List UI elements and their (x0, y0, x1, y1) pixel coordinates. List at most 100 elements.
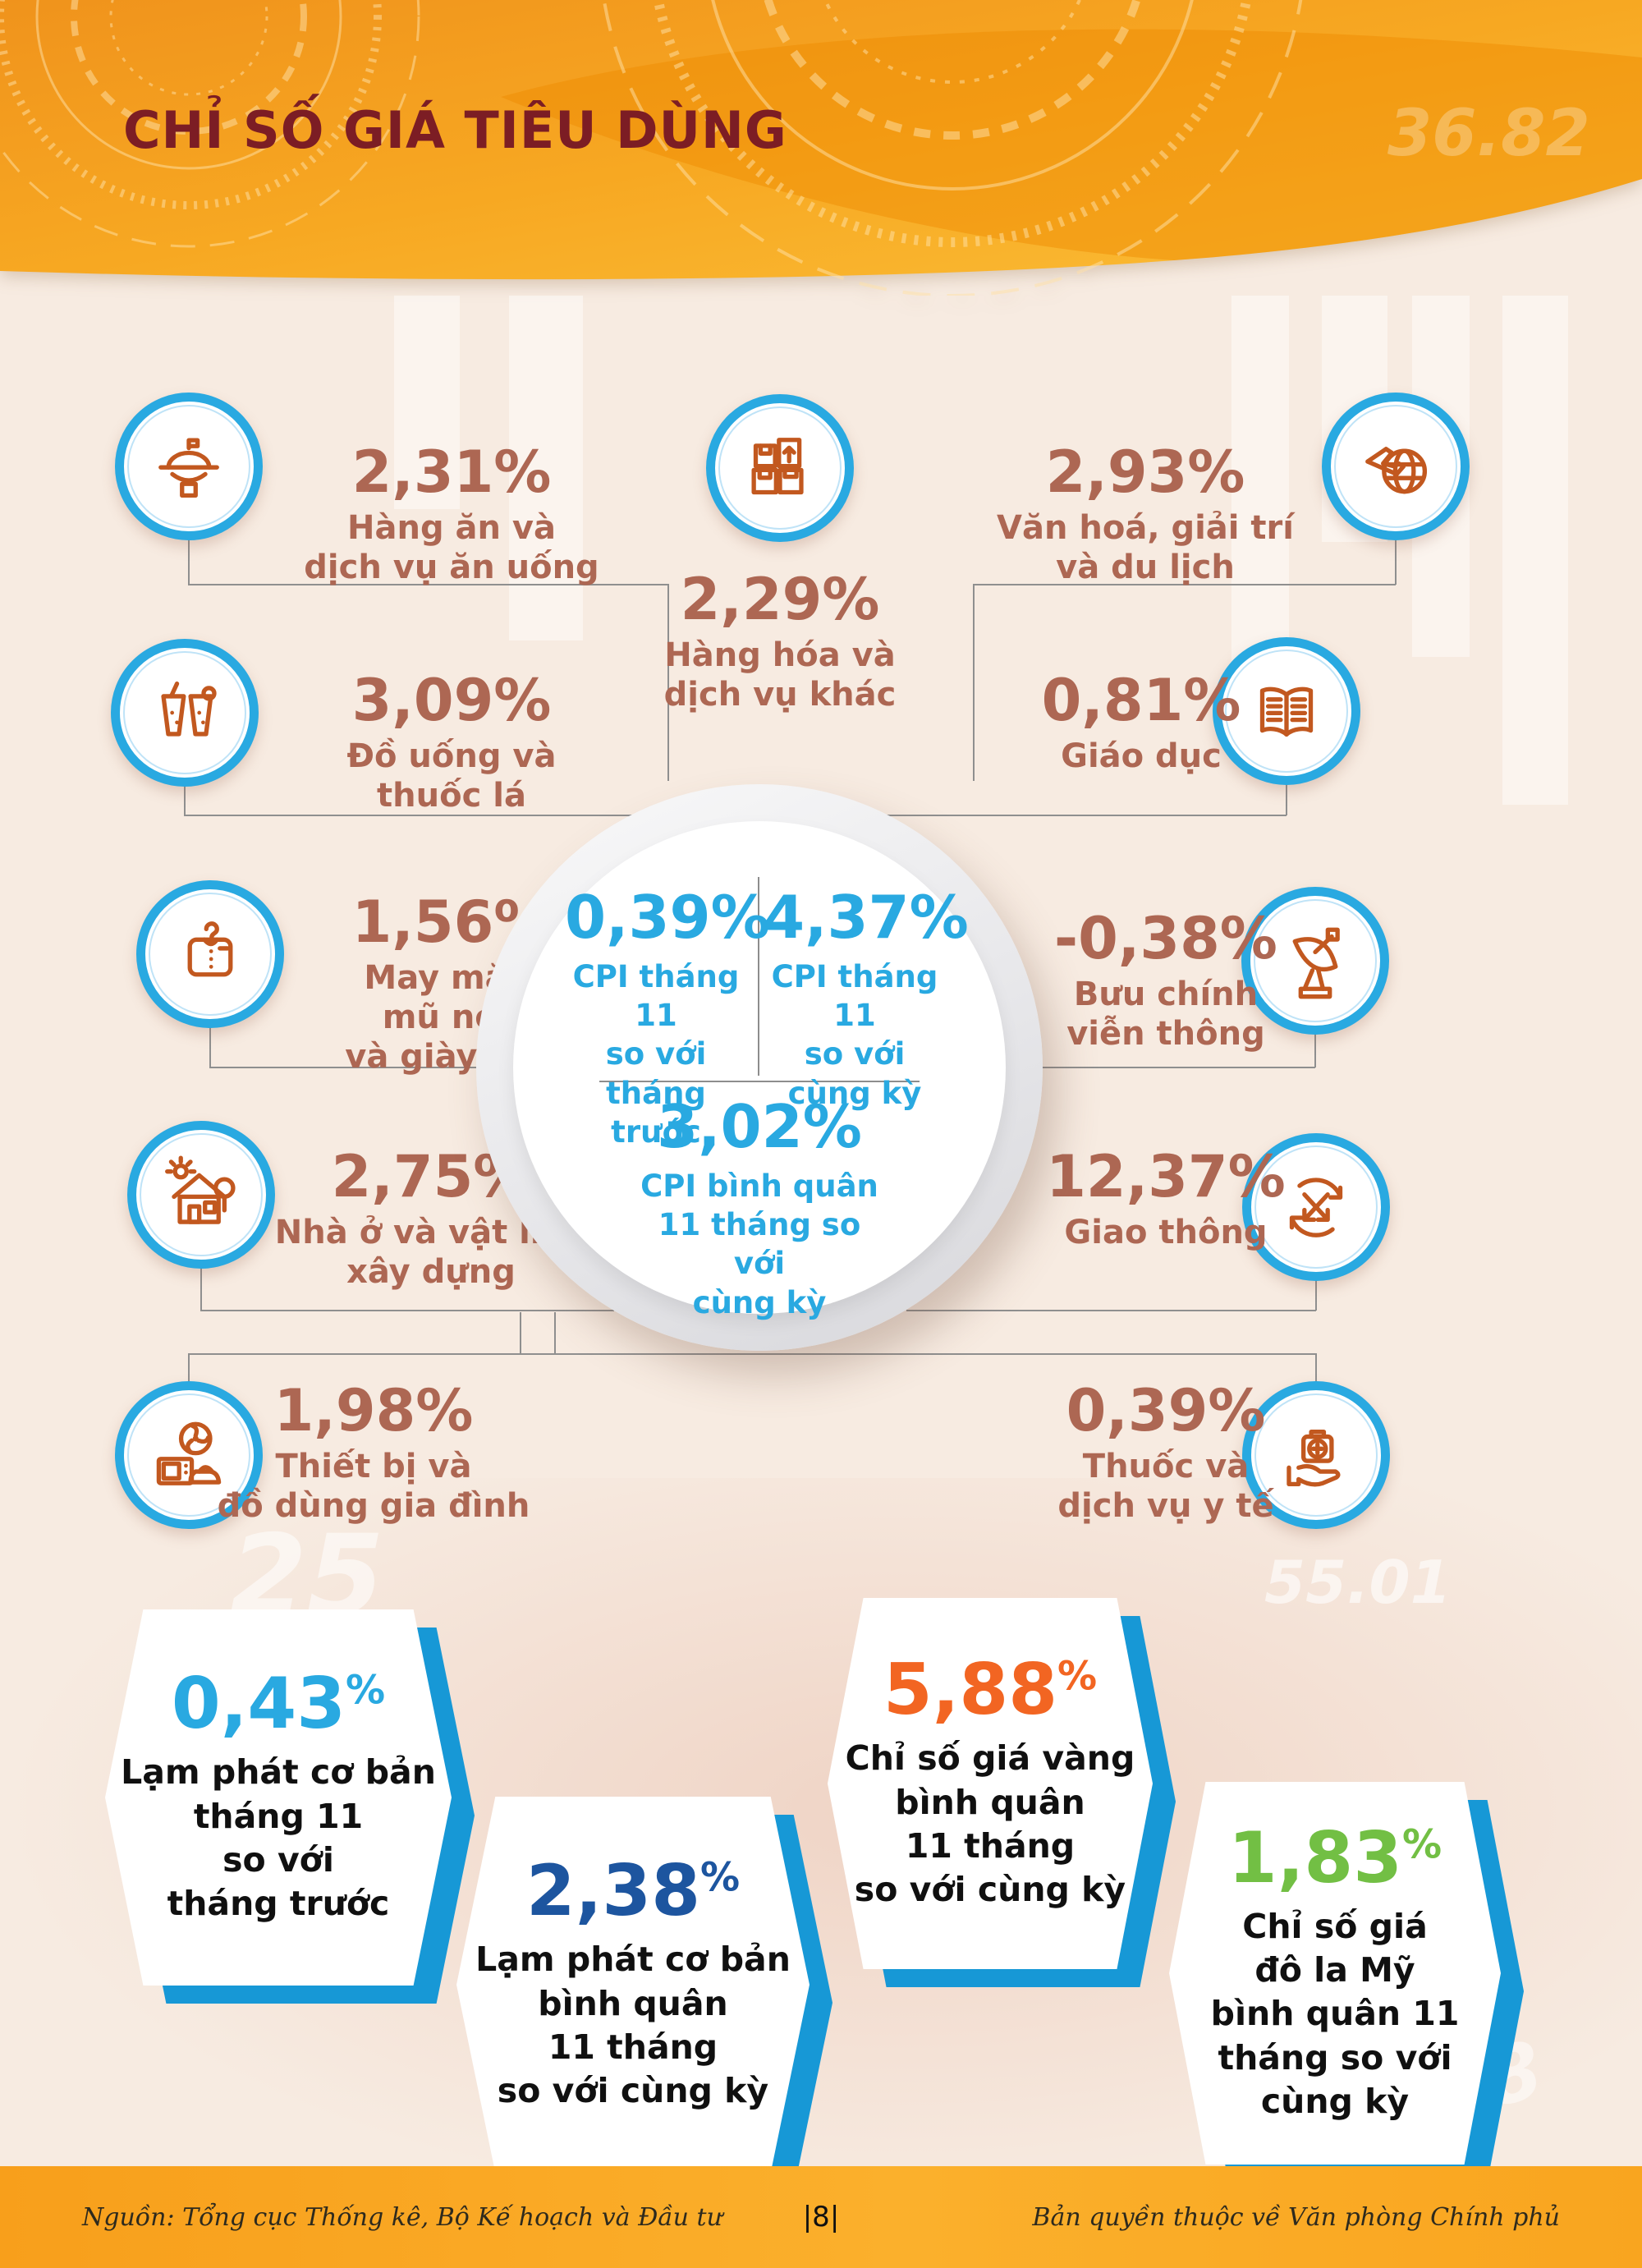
hexagon-usd-price-index: 1,83% Chỉ số giá đô la Mỹ bình quân 11 t… (1169, 1782, 1524, 2183)
hexagon-label: Chỉ số giá đô la Mỹ bình quân 11 tháng s… (1210, 1906, 1460, 2121)
category-circle-beverages (111, 639, 259, 787)
connector-line (973, 584, 975, 781)
category-circle-appliances (115, 1381, 263, 1529)
connector-line (188, 584, 669, 585)
page-title: CHỈ SỐ GIÁ TIÊU DÙNG (123, 100, 787, 160)
beverages-icon (161, 681, 217, 737)
footer-source: Nguồn: Tổng cục Thống kê, Bộ Kế hoạch và… (82, 2202, 722, 2232)
travel-globe-plane-icon (1365, 447, 1428, 494)
summary-value: 4,37% (764, 883, 969, 952)
connector-line (1286, 783, 1287, 815)
category-circle-food (115, 393, 263, 540)
category-label: Bưu chính viễn thông (1066, 976, 1265, 1054)
category-culture-travel: 2,93% Văn hoá, giải trí và du lịch (981, 443, 1309, 587)
category-value: 2,29% (680, 566, 880, 633)
connector-line (1041, 1067, 1315, 1068)
category-circle-culture-travel (1322, 393, 1470, 540)
connector-line (554, 1312, 556, 1353)
category-circle-clothing (136, 880, 284, 1028)
footer-copyright: Bản quyền thuộc về Văn phòng Chính phủ (1032, 2202, 1560, 2232)
category-label: Thuốc và dịch vụ y tế (1057, 1448, 1274, 1526)
category-goods: 2,29% Hàng hóa và dịch vụ khác (616, 566, 944, 714)
watermark-number: 36.82 (1387, 97, 1590, 171)
summary-divider-horizontal (599, 1081, 920, 1082)
hexagon-core-inflation-month: 0,43% Lạm phát cơ bản tháng 11 so với th… (105, 1609, 475, 2004)
header-swoosh (501, 29, 1642, 261)
category-value: 2,31% (351, 438, 552, 506)
category-postal-telecom: -0,38% Bưu chính viễn thông (1022, 905, 1309, 1054)
connector-line (188, 1353, 190, 1383)
connector-line (188, 540, 190, 585)
footer-bar: Nguồn: Tổng cục Thống kê, Bộ Kế hoạch và… (0, 2166, 1642, 2268)
background-bar-decoration (394, 296, 460, 509)
cpi-month-vs-prev: 0,39% CPI tháng 11 so với tháng trước (565, 883, 770, 1151)
connector-line (200, 1310, 614, 1311)
connector-line (667, 584, 669, 781)
category-education: 0,81% Giáo dục (977, 667, 1305, 776)
summary-value: 0,39% (565, 883, 770, 952)
connector-line (973, 584, 1396, 585)
hexagon-value: 5,88% (883, 1649, 1098, 1732)
category-value: 3,09% (351, 667, 552, 734)
background-bar-decoration (1502, 296, 1568, 805)
header-banner (0, 0, 1642, 296)
category-value: -0,38% (1054, 905, 1277, 972)
hexagon-gold-price-index: 5,88% Chỉ số giá vàng bình quân 11 tháng… (828, 1598, 1176, 1987)
hexagon-value: 0,43% (171, 1663, 386, 1746)
hexagon-label: Chỉ số giá vàng bình quân 11 tháng so vớ… (845, 1738, 1135, 1910)
goods-boxes-icon (751, 438, 804, 495)
category-label: Thiết bị và đồ dùng gia đình (217, 1448, 530, 1526)
clothing-hanger-icon (187, 921, 233, 977)
summary-divider-vertical (758, 877, 759, 1076)
category-circle-goods (706, 394, 854, 542)
connector-line (520, 1312, 521, 1353)
connector-line (200, 1267, 202, 1311)
food-service-icon (158, 438, 219, 498)
summary-label: CPI tháng 11 so với cùng kỳ (771, 958, 938, 1111)
cpi-average-vs-yoy: 3,02% CPI bình quân 11 tháng so với cùng… (632, 1092, 887, 1322)
category-label: Hàng ăn và dịch vụ ăn uống (304, 509, 599, 587)
category-beverages: 3,09% Đồ uống và thuốc lá (287, 667, 616, 815)
connector-line (184, 815, 640, 816)
hexagon-value: 1,83% (1227, 1816, 1442, 1899)
connector-line (1395, 540, 1397, 585)
summary-label: CPI tháng 11 so với tháng trước (572, 958, 740, 1150)
cpi-month-vs-yoy: 4,37% CPI tháng 11 so với cùng kỳ (764, 883, 969, 1113)
connector-line (209, 1026, 211, 1067)
connector-line (906, 1310, 1316, 1311)
category-medicine: 0,39% Thuốc và dịch vụ y tế (1022, 1377, 1309, 1526)
connector-line (883, 815, 1287, 816)
category-label: Giáo dục (1061, 737, 1222, 776)
category-food: 2,31% Hàng ăn và dịch vụ ăn uống (287, 443, 616, 587)
category-appliances: 1,98% Thiết bị và đồ dùng gia đình (205, 1377, 542, 1526)
page-number: |8| (802, 2201, 840, 2234)
background-bar-decoration (509, 296, 583, 640)
category-value: 0,39% (1066, 1377, 1266, 1444)
hexagon-value: 2,38% (525, 1850, 741, 1933)
category-value: 1,98% (273, 1377, 474, 1444)
hexagon-label: Lạm phát cơ bản tháng 11 so với tháng tr… (121, 1752, 436, 1924)
connector-line (209, 1067, 480, 1068)
hexagon-label: Lạm phát cơ bản bình quân 11 tháng so vớ… (475, 1940, 791, 2111)
connector-line (184, 785, 186, 815)
summary-value: 3,02% (657, 1092, 862, 1161)
category-circle-medicine (1242, 1381, 1390, 1529)
category-value: 0,81% (1041, 667, 1241, 734)
category-label: Hàng hóa và dịch vụ khác (663, 636, 897, 714)
hexagon-core-inflation-average: 2,38% Lạm phát cơ bản bình quân 11 tháng… (456, 1797, 832, 2191)
summary-label: CPI bình quân 11 tháng so với cùng kỳ (640, 1168, 878, 1320)
drum-pattern-decoration (0, 0, 1303, 296)
category-circle-education (1213, 637, 1360, 785)
category-label: Giao thông (1064, 1214, 1268, 1252)
category-circle-transport (1242, 1133, 1390, 1281)
category-transport: 12,37% Giao thông (1022, 1147, 1309, 1252)
connector-line (188, 1353, 1316, 1355)
category-label: Văn hoá, giải trí và du lịch (997, 509, 1294, 587)
category-circle-housing (127, 1121, 275, 1269)
category-value: 2,93% (1045, 438, 1245, 506)
category-label: Đồ uống và thuốc lá (346, 737, 557, 815)
category-circle-postal-telecom (1241, 887, 1389, 1035)
house-icon (165, 1155, 236, 1224)
connector-line (1314, 1033, 1316, 1067)
